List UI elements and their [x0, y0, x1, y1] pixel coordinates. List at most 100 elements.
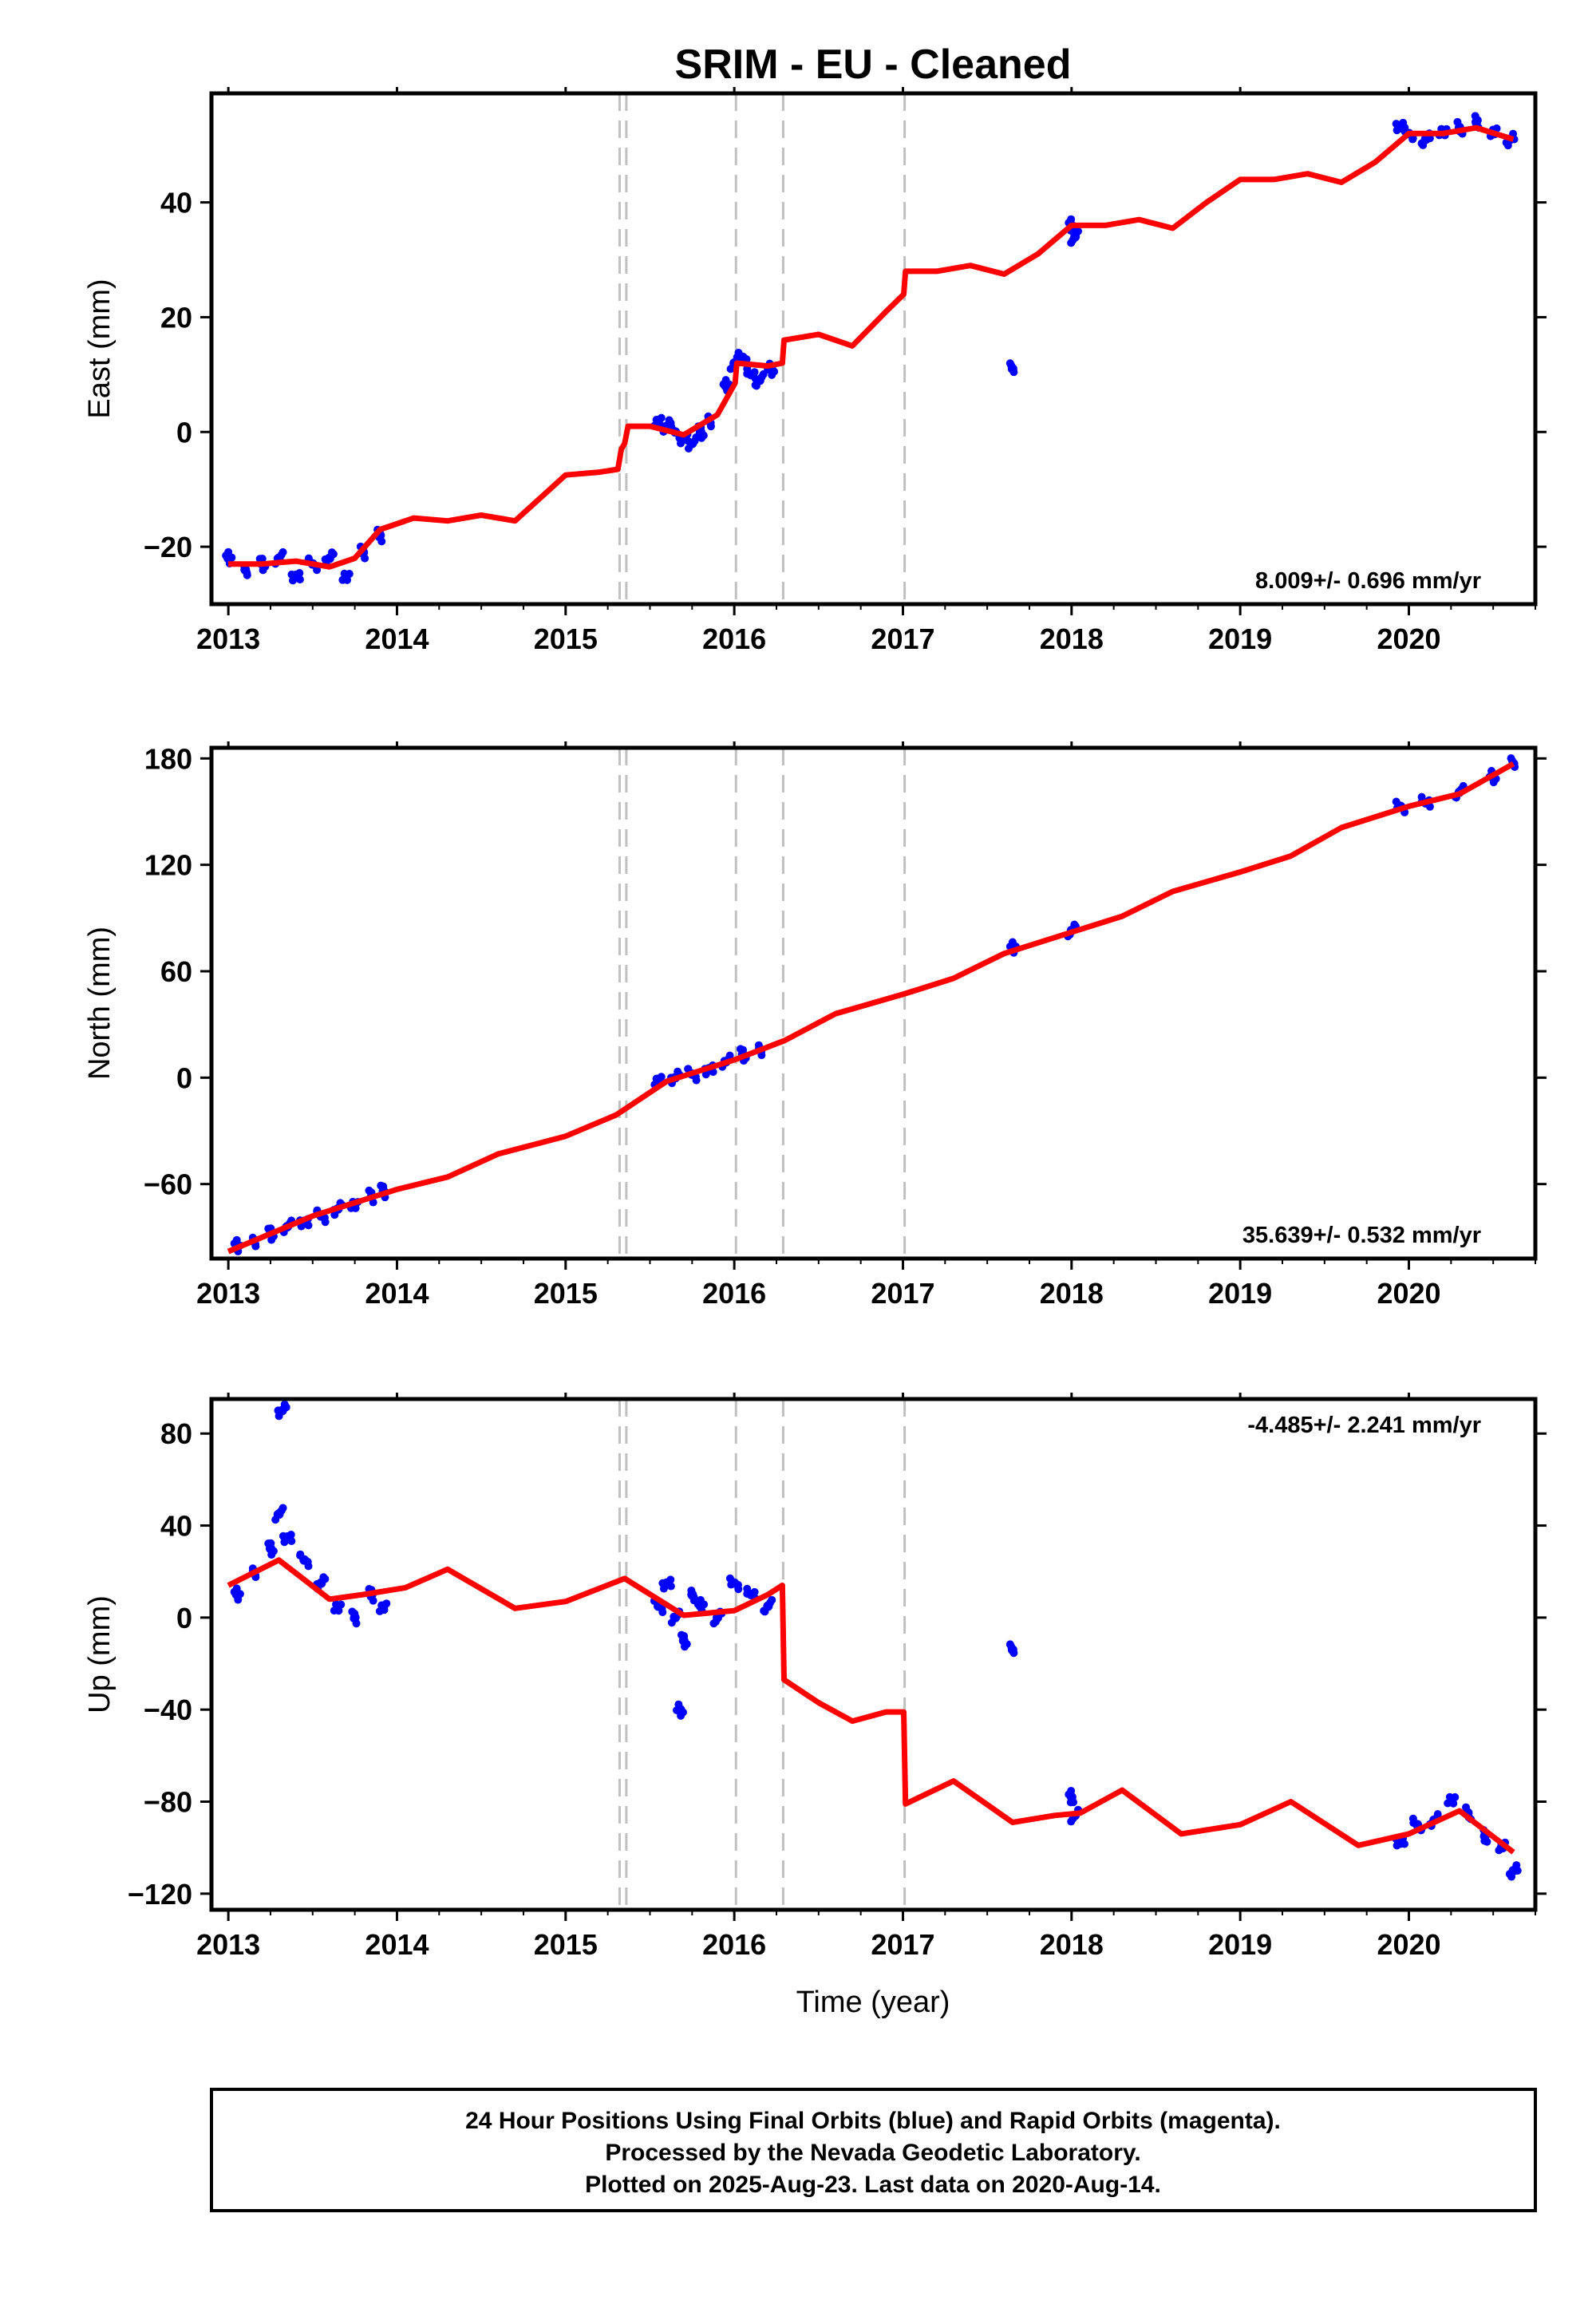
east-data-point-cluster	[361, 554, 369, 563]
up-data-point-cluster	[711, 1618, 720, 1626]
up-data-point-cluster	[733, 1580, 742, 1589]
north-data-point-cluster	[1070, 920, 1079, 929]
up-data-point-cluster	[1005, 1640, 1014, 1649]
up-data-point-cluster	[280, 1538, 289, 1547]
up-data-point-cluster	[1400, 1840, 1408, 1848]
north-ytick-label: 0	[176, 1061, 192, 1094]
footer-line-2: Processed by the Nevada Geodetic Laborat…	[605, 2140, 1140, 2166]
up-data-point-cluster	[380, 1606, 389, 1614]
up-data-point-cluster	[296, 1550, 305, 1559]
north-ytick-label: −60	[144, 1168, 192, 1201]
east-data-point-cluster	[295, 569, 304, 578]
east-ytick-label: 40	[160, 187, 192, 219]
up-xtick-label: 2018	[1040, 1928, 1104, 1961]
east-data-point-cluster	[338, 575, 347, 584]
north-data-point-cluster	[1392, 797, 1400, 806]
north-xtick-label: 2014	[365, 1277, 429, 1310]
up-data-point-cluster	[679, 1708, 688, 1717]
east-xtick-label: 2020	[1377, 622, 1440, 655]
up-data-point-cluster	[727, 1580, 736, 1589]
up-xtick-label: 2015	[534, 1928, 598, 1961]
north-ytick-label: 120	[144, 849, 192, 882]
up-data-point-cluster	[672, 1706, 681, 1715]
up-data-point-cluster	[1451, 1792, 1460, 1801]
north-model-fit-line	[227, 761, 1515, 1255]
up-data-point-cluster	[280, 1400, 289, 1409]
up-model-fit-line	[227, 1557, 1515, 1855]
up-ytick-label: 80	[160, 1417, 192, 1450]
north-data-point-cluster	[304, 1221, 313, 1230]
north-data-point-cluster	[321, 1218, 330, 1227]
north-panel: 2013 2014 2015 2016 2017 2018 2019 2020 −60 0 60 12…	[83, 741, 1547, 1310]
east-data-point-cluster	[288, 576, 297, 585]
up-ytick-label: −40	[144, 1694, 192, 1726]
north-data-point-cluster	[736, 1045, 745, 1053]
up-data-point-cluster	[1009, 1649, 1018, 1658]
north-data-point-cluster	[1425, 802, 1434, 811]
up-ylabel: Up (mm)	[83, 1595, 117, 1713]
east-plot-area	[222, 93, 1519, 604]
east-model-fit-line	[228, 124, 1515, 570]
north-ytick-label: 60	[160, 955, 192, 988]
east-data-point-cluster	[345, 570, 354, 579]
up-data-point-cluster	[750, 1587, 759, 1596]
east-data-point-cluster	[699, 431, 708, 440]
east-xtick-label: 2018	[1040, 622, 1104, 655]
east-data-point-cluster	[1400, 123, 1409, 132]
east-data-point-cluster	[1072, 232, 1080, 241]
north-xtick-label: 2016	[702, 1277, 766, 1310]
up-data-point-cluster	[1507, 1872, 1516, 1881]
north-frame	[209, 745, 1538, 1261]
north-data-point-cluster	[1008, 938, 1017, 947]
up-data-point-cluster	[1444, 1799, 1452, 1808]
east-xtick-label: 2017	[871, 622, 934, 655]
up-data-point-cluster	[1066, 1798, 1075, 1807]
east-xtick-label: 2014	[365, 622, 429, 655]
up-data-point-cluster	[743, 1584, 752, 1593]
up-data-point-cluster	[689, 1592, 698, 1601]
up-data-point-cluster	[330, 1607, 338, 1615]
east-rate-label: 8.009+/- 0.696 mm/yr	[1255, 568, 1481, 594]
north-xtick-label: 2018	[1040, 1277, 1104, 1310]
east-ytick-label: 0	[176, 416, 192, 449]
up-ytick-label: 40	[160, 1510, 192, 1543]
east-data-point-cluster	[1417, 139, 1426, 148]
footer-line-3: Plotted on 2025-Aug-23. Last data on 202…	[585, 2172, 1161, 2198]
east-data-point-cluster	[1393, 126, 1401, 135]
up-data-point-cluster	[275, 1412, 283, 1421]
north-xtick-label: 2020	[1377, 1277, 1440, 1310]
north-data-point-cluster	[267, 1235, 276, 1244]
east-data-point-cluster	[258, 555, 267, 563]
up-data-point-cluster	[1449, 1799, 1458, 1808]
east-data-point-cluster	[1067, 215, 1076, 223]
up-xtick-label: 2013	[196, 1928, 260, 1961]
east-data-point-cluster	[1009, 368, 1018, 377]
up-data-point-cluster	[1462, 1803, 1471, 1812]
up-ytick-label: −120	[128, 1878, 192, 1911]
up-data-point-cluster	[267, 1551, 276, 1559]
east-data-point-cluster	[1473, 116, 1482, 124]
up-data-point-cluster	[1408, 1814, 1417, 1823]
up-xtick-label: 2020	[1377, 1928, 1440, 1961]
north-data-point-cluster	[1417, 792, 1426, 801]
east-data-point-cluster	[1005, 359, 1014, 368]
north-data-point-cluster	[251, 1242, 260, 1251]
up-data-point-cluster	[667, 1618, 676, 1627]
up-data-point-cluster	[337, 1600, 346, 1609]
footer-line-1: 24 Hour Positions Using Final Orbits (bl…	[465, 2108, 1281, 2134]
up-xlabel: Time (year)	[796, 1986, 950, 2019]
up-plot-area	[227, 1399, 1522, 1910]
east-ytick-label: −20	[144, 531, 192, 563]
up-data-point-cluster	[321, 1575, 330, 1583]
up-data-point-cluster	[678, 1630, 686, 1639]
north-xtick-label: 2019	[1208, 1277, 1272, 1310]
east-data-point-cluster	[321, 555, 330, 563]
east-data-point-cluster	[750, 368, 759, 377]
footer-box: 24 Hour Positions Using Final Orbits (bl…	[210, 2088, 1537, 2212]
east-xtick-label: 2016	[702, 622, 766, 655]
east-data-point-cluster	[313, 566, 322, 575]
up-data-point-cluster	[1067, 1787, 1076, 1796]
north-ytick-label: 180	[144, 742, 192, 775]
